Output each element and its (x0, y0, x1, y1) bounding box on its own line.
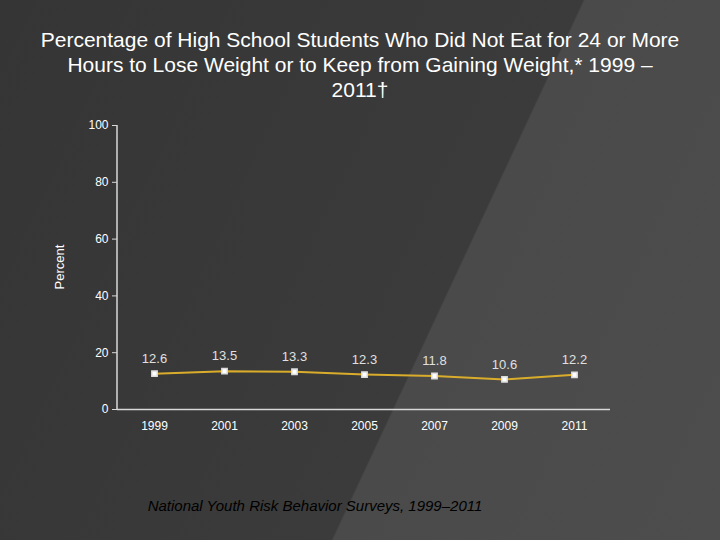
html-text:National Youth Risk Behavior S: National Youth Risk Behavior Surveys, 19… (147, 497, 483, 514)
svg-text:40: 40 (95, 289, 109, 303)
svg-text:2005: 2005 (351, 419, 378, 433)
svg-text:80: 80 (95, 175, 109, 189)
svg-text:60: 60 (95, 232, 109, 246)
svg-text:2003: 2003 (281, 419, 308, 433)
svg-text:12.2: 12.2 (562, 352, 587, 367)
svg-text:13.5: 13.5 (212, 348, 237, 363)
svg-text:2011: 2011 (562, 419, 588, 433)
svg-text:13.3: 13.3 (282, 349, 307, 364)
svg-text:0: 0 (102, 402, 109, 416)
svg-text:12.3: 12.3 (352, 352, 377, 367)
svg-text:11.8: 11.8 (422, 353, 446, 368)
svg-text:1999: 1999 (141, 419, 168, 433)
svg-text:2009: 2009 (491, 419, 518, 433)
svg-text:Percent: Percent (52, 244, 67, 289)
svg-text:20: 20 (95, 346, 109, 360)
svg-text:12.6: 12.6 (142, 351, 167, 366)
svg-text:2007: 2007 (421, 419, 448, 433)
svg-text:100: 100 (88, 118, 108, 132)
svg-text:2001: 2001 (211, 419, 238, 433)
html-text:Percentage of High School Stud: Percentage of High School Students Who D… (40, 28, 680, 101)
svg-text:10.6: 10.6 (492, 357, 517, 372)
